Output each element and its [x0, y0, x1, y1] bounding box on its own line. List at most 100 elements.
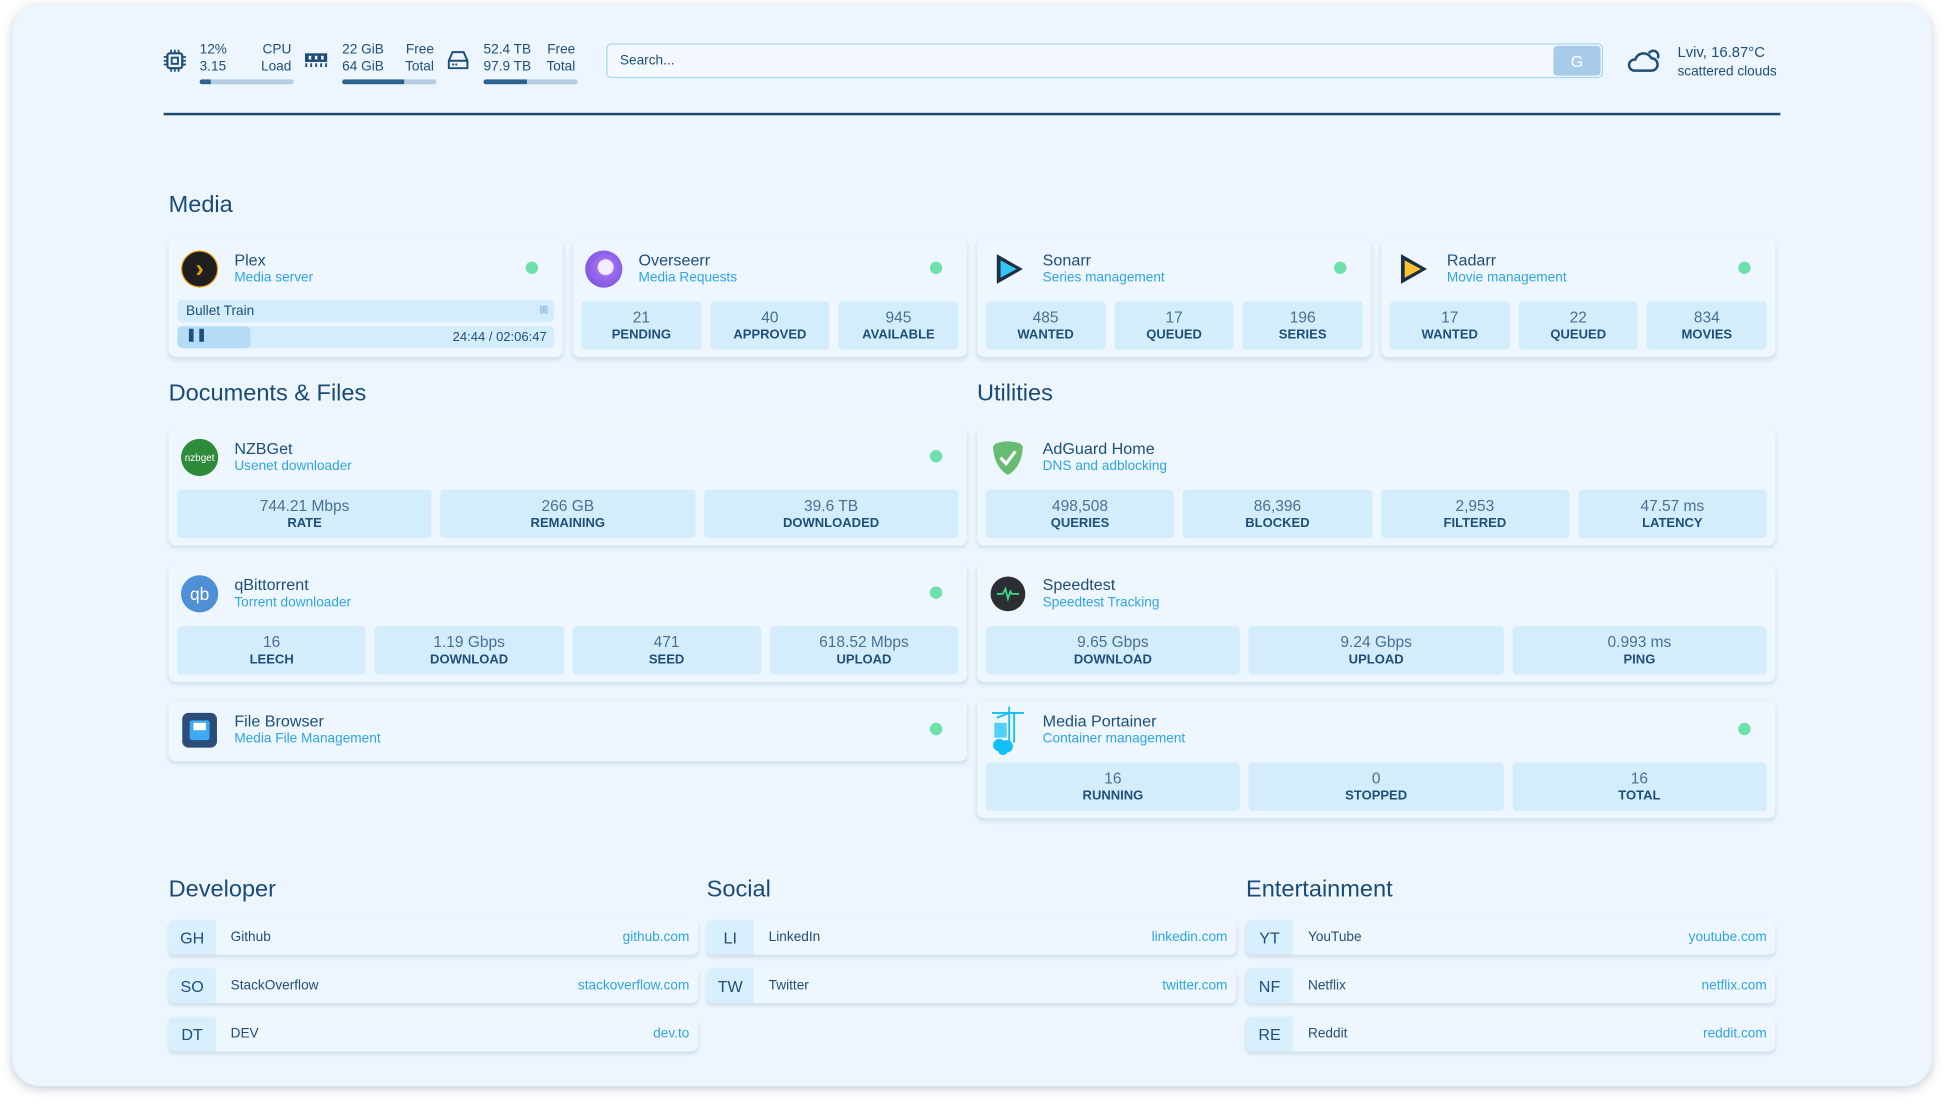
bookmark-url[interactable]: reddit.com [1703, 1026, 1767, 1042]
bookmark-stackoverflow[interactable]: SO StackOverflow stackoverflow.com [168, 968, 699, 1003]
service-title: File Browser [234, 711, 324, 731]
bookmark-name: StackOverflow [230, 978, 319, 994]
bookmark-abbr: NF [1245, 968, 1294, 1003]
bookmark-url[interactable]: youtube.com [1688, 929, 1767, 945]
service-card-speedtest[interactable]: Speedtest Speedtest Tracking 9.65 Gbps DO… [976, 564, 1776, 682]
search-input[interactable] [607, 53, 1554, 69]
stat-label: MOVIES [1681, 327, 1733, 343]
bookmark-url[interactable]: stackoverflow.com [577, 978, 690, 994]
cpu-widget: 12% CPU 3.15 Load [199, 41, 294, 85]
status-dot [1738, 722, 1751, 736]
bookmark-url[interactable]: github.com [622, 929, 690, 945]
service-card-nzbget[interactable]: nzbget NZBGet Usenet downloader 744.21 M… [168, 427, 968, 546]
pause-icon[interactable]: ❚❚ [185, 328, 207, 343]
weather-condition: scattered clouds [1677, 64, 1777, 80]
bookmark-url[interactable]: twitter.com [1162, 978, 1228, 994]
stat-box-queued: 17 QUEUED [1114, 301, 1235, 350]
search-button[interactable]: G [1553, 45, 1601, 76]
disk-free: 52.4 TB [483, 42, 532, 58]
service-card-overseerr[interactable]: Overseerr Media Requests 21 PENDING 40 APPR… [572, 239, 968, 358]
bookmark-url[interactable]: dev.to [653, 1026, 690, 1042]
stat-label: QUEUED [1146, 327, 1202, 343]
bookmark-twitter[interactable]: TW Twitter twitter.com [706, 968, 1237, 1003]
stat-value: 0 [1371, 769, 1381, 788]
stat-box-upload: 9.24 Gbps UPLOAD [1248, 626, 1504, 675]
stat-label: FILTERED [1443, 515, 1507, 531]
service-card-portainer[interactable]: Media Portainer Container management 16 R… [976, 700, 1776, 819]
bookmark-dev[interactable]: DT DEV dev.to [168, 1016, 699, 1052]
service-subtitle: Media Requests [638, 270, 738, 286]
cpu-label: CPU [262, 42, 292, 58]
service-card-sonarr[interactable]: Sonarr Series management 485 WANTED 17 QUEU… [976, 239, 1372, 358]
stat-box-download: 9.65 Gbps DOWNLOAD [985, 626, 1241, 675]
page-frame [12, 4, 1932, 1087]
bookmark-name: Reddit [1307, 1026, 1348, 1042]
status-dot [929, 722, 943, 736]
load-label: Load [260, 59, 292, 75]
service-card-adguard[interactable]: AdGuard Home DNS and adblocking 498,508 Q… [976, 427, 1776, 546]
file-browser-icon [182, 712, 217, 748]
cloud-icon [1627, 49, 1660, 72]
stat-label: APPROVED [733, 327, 807, 343]
stat-label: LATENCY [1642, 515, 1703, 531]
service-subtitle: Media File Management [234, 731, 381, 747]
bookmark-url[interactable]: linkedin.com [1151, 929, 1228, 945]
stat-box-blocked: 86,396 BLOCKED [1183, 489, 1372, 539]
stats-row: 17 WANTED 22 QUEUED 834 MOVIES [1389, 301, 1767, 350]
status-dot [929, 586, 943, 599]
stat-label: DOWNLOAD [1073, 652, 1152, 668]
stat-label: PENDING [611, 327, 672, 343]
total-label: Total [546, 59, 576, 75]
status-dot [929, 450, 943, 463]
service-card-file-browser[interactable]: File Browser Media File Management [168, 700, 968, 762]
cpu-usage: 12% [199, 42, 227, 58]
bookmark-url[interactable]: netflix.com [1701, 978, 1767, 994]
stat-label: DOWNLOAD [430, 652, 509, 668]
stat-label: BLOCKED [1245, 515, 1310, 531]
disk-bar [483, 79, 578, 85]
bookmark-abbr: DT [168, 1016, 216, 1052]
stat-label: UPLOAD [1348, 652, 1404, 668]
playback-progress[interactable]: ❚❚ 24:44 / 02:06:47 [177, 326, 555, 349]
stat-box-wanted: 17 WANTED [1389, 301, 1510, 350]
stats-row: 498,508 QUERIES 86,396 BLOCKED 2,953 FILTERED… [985, 489, 1767, 539]
status-dot [1334, 261, 1347, 274]
bookmark-abbr: YT [1245, 919, 1294, 955]
section-title-entertainment: Entertainment [1245, 876, 1393, 903]
bookmark-linkedin[interactable]: LI LinkedIn linkedin.com [706, 919, 1237, 955]
cpu-load: 3.15 [199, 59, 227, 75]
stat-box-stopped: 0 STOPPED [1248, 762, 1504, 811]
stats-row: 16 RUNNING 0 STOPPED 16 TOTAL [985, 762, 1767, 811]
bookmark-netflix[interactable]: NF Netflix netflix.com [1245, 968, 1776, 1003]
cpu-icon [163, 49, 186, 72]
stat-value: 39.6 TB [804, 497, 859, 515]
bookmark-youtube[interactable]: YT YouTube youtube.com [1245, 919, 1776, 955]
stat-box-approved: 40 APPROVED [709, 301, 830, 350]
bookmark-reddit[interactable]: RE Reddit reddit.com [1245, 1016, 1776, 1052]
now-playing-title: Bullet Train [185, 303, 255, 319]
stat-value: 17 [1165, 308, 1183, 327]
service-title: Plex [234, 250, 266, 270]
stat-label: PING [1623, 652, 1656, 668]
section-title-utilities: Utilities [976, 380, 1053, 407]
service-card-plex[interactable]: › Plex Media server Bullet Train ◙ ❚❚ 24… [168, 239, 563, 358]
stat-value: 47.57 ms [1640, 497, 1705, 515]
stat-value: 16 [1104, 769, 1122, 788]
stat-value: 471 [653, 633, 680, 651]
media-type-icon: ◙ [539, 302, 548, 318]
service-card-qbittorrent[interactable]: qb qBittorrent Torrent downloader 16 LEEC… [168, 564, 968, 682]
speedtest-pulse-icon [990, 576, 1026, 612]
overseerr-icon [585, 250, 623, 288]
stats-row: 485 WANTED 17 QUEUED 196 SERIES [985, 301, 1363, 350]
bookmark-name: YouTube [1307, 929, 1362, 945]
service-card-radarr[interactable]: Radarr Movie management 17 WANTED 22 QUEUED… [1381, 239, 1776, 358]
stat-value: 21 [632, 308, 651, 327]
stat-label: UPLOAD [836, 652, 892, 668]
memory-free: 22 GiB [342, 42, 384, 58]
stat-box-download: 1.19 Gbps DOWNLOAD [374, 626, 564, 675]
stat-value: 0.993 ms [1607, 633, 1672, 651]
stat-label: RUNNING [1082, 788, 1144, 804]
bookmark-github[interactable]: GH Github github.com [168, 919, 699, 955]
service-subtitle: DNS and adblocking [1042, 458, 1168, 474]
adguard-shield-icon [993, 441, 1023, 475]
